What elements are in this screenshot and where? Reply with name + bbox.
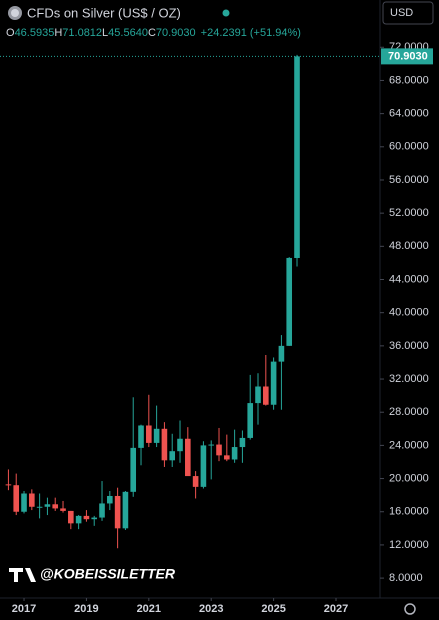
ohlc-legend: O46.5935H71.0812L45.5640C70.9030 +24.2391… <box>6 27 301 39</box>
candle-body <box>29 493 35 507</box>
candle-body <box>130 447 137 492</box>
currency-button[interactable] <box>382 1 434 25</box>
candle-body <box>270 361 277 405</box>
y-tick-label: 12.0000 <box>389 539 429 551</box>
candle-body <box>75 515 82 524</box>
candle-body <box>294 56 300 258</box>
y-tick-label: 64.0000 <box>389 108 429 120</box>
candle-body <box>185 438 191 477</box>
y-tick-label: 8.0000 <box>389 572 423 584</box>
candle-body <box>99 503 105 518</box>
ohlc-value: 70.9030 <box>156 27 196 39</box>
candle-body <box>114 495 121 529</box>
candle-body <box>169 451 176 461</box>
candle-body <box>5 484 12 486</box>
ohlc-value: 46.5935 <box>15 27 55 39</box>
last-price-box <box>381 48 433 65</box>
y-tick-label: 68.0000 <box>389 74 429 86</box>
x-tick-label: 2027 <box>324 603 348 615</box>
candle-body <box>13 485 20 512</box>
candle-body <box>52 504 59 509</box>
x-tick-label: 2023 <box>199 603 223 615</box>
candle-body <box>286 257 293 346</box>
x-tick-label: 2021 <box>137 603 161 615</box>
candle-body <box>68 510 74 524</box>
y-tick-label: 44.0000 <box>389 273 429 285</box>
candle-body <box>21 493 27 512</box>
y-tick-label: 24.0000 <box>389 439 429 451</box>
candle-body <box>36 506 43 508</box>
y-tick-label: 60.0000 <box>389 141 429 153</box>
candle-body <box>208 444 215 446</box>
market-status <box>222 9 230 17</box>
y-tick-label: 48.0000 <box>389 240 429 252</box>
candle-body <box>247 403 254 438</box>
candle-body <box>44 504 51 507</box>
symbol-title: CFDs on Silver (US$ / OZ) <box>27 5 181 20</box>
candle-body <box>91 517 98 520</box>
y-tick-label: 52.0000 <box>389 207 429 219</box>
candle-body <box>146 425 152 443</box>
y-tick-label: 56.0000 <box>389 174 429 186</box>
x-tick-label: 2019 <box>74 603 98 615</box>
candle-body <box>278 345 285 362</box>
y-tick-label: 40.0000 <box>389 307 429 319</box>
tv-logo <box>9 568 36 582</box>
candle-body <box>224 455 230 460</box>
candle-body <box>263 386 269 405</box>
last-price-label: 70.9030 <box>388 50 428 62</box>
candle-body <box>231 447 238 460</box>
y-tick-label: 36.0000 <box>389 340 429 352</box>
x-tick-label: 2017 <box>12 603 36 615</box>
candle-body <box>138 425 144 448</box>
candle-body <box>161 428 168 461</box>
y-tick-label: 32.0000 <box>389 373 429 385</box>
candle-body <box>83 515 90 520</box>
candle-body <box>216 444 222 456</box>
candle-body <box>177 438 183 452</box>
candle-body <box>107 495 113 504</box>
candle-body <box>60 508 66 511</box>
candle-body <box>255 386 261 404</box>
candle-body <box>239 437 246 448</box>
ohlc-key: H <box>54 27 62 39</box>
ohlc-key: L <box>102 27 108 39</box>
y-tick-label: 20.0000 <box>389 472 429 484</box>
candle-body <box>153 428 160 443</box>
y-tick-label: 28.0000 <box>389 406 429 418</box>
candle-body <box>192 476 199 487</box>
ohlc-key: O <box>6 27 15 39</box>
ohlc-key: C <box>148 27 156 39</box>
ohlc-value: 45.5640 <box>108 27 148 39</box>
plot-area <box>5 54 300 549</box>
candle-body <box>200 445 207 487</box>
candle-body <box>122 491 129 529</box>
settings-icon[interactable] <box>404 603 416 615</box>
currency-label[interactable]: USD <box>390 7 413 19</box>
x-tick-label: 2025 <box>261 603 285 615</box>
change: +24.2391 (+51.94%) <box>201 27 301 39</box>
y-tick-label: 16.0000 <box>389 506 429 518</box>
watermark: @KOBEISSILETTER <box>40 566 176 582</box>
ohlc-value: 71.0812 <box>62 27 102 39</box>
symbol-icon-inner <box>11 9 19 17</box>
